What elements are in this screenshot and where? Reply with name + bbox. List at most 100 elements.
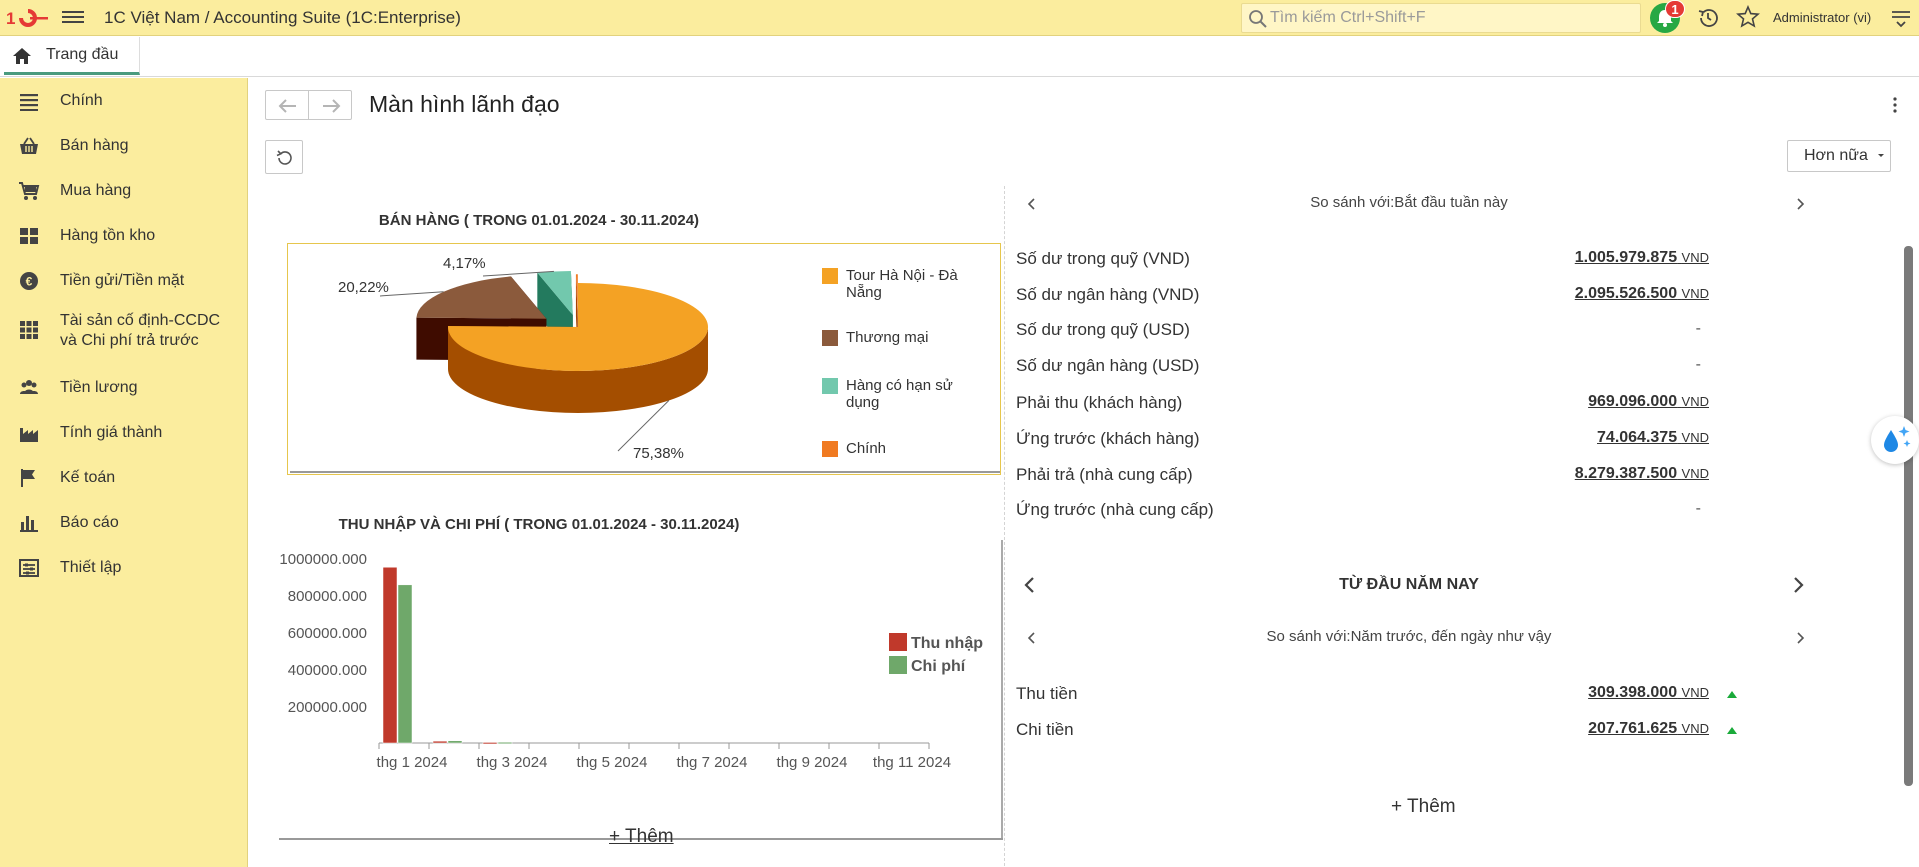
sidebar-item-main[interactable]: Chính	[0, 84, 248, 118]
bar-chart-icon	[20, 516, 38, 532]
history-icon[interactable]	[1696, 6, 1720, 30]
sidebar-item-purchases[interactable]: Mua hàng	[0, 174, 248, 208]
bar-income[interactable]	[432, 740, 448, 744]
settings-menu-icon[interactable]	[1890, 6, 1912, 30]
notification-badge: 1	[1665, 0, 1685, 18]
bar-expense[interactable]	[447, 740, 463, 744]
sales-pie-chart[interactable]: Tour Hà Nội - Đà Nẵng Thương mại Hàng có hạ…	[287, 243, 1001, 475]
y-tick-label: 1000000.000	[279, 551, 367, 568]
tab-strip: Trang đầu	[0, 37, 1919, 77]
sparkle-drop-icon	[1884, 426, 1911, 452]
balance-unit: VND	[1681, 394, 1709, 409]
next-section-chevron-icon[interactable]	[1788, 575, 1808, 595]
bar-expense[interactable]	[497, 742, 513, 745]
y-tick-label: 200000.000	[288, 699, 367, 716]
refresh-button[interactable]	[265, 140, 303, 174]
balance-row: Số dư trong quỹ (VND) 1.005.979.875 VND	[1016, 245, 1809, 273]
more-vertical-icon[interactable]	[1889, 94, 1901, 116]
income-expense-bar-chart[interactable]: 1000000.000 800000.000 600000.000 400000.00…	[279, 538, 1009, 858]
sidebar-item-sales[interactable]: Bán hàng	[0, 129, 248, 163]
prev-compare-chevron-icon[interactable]	[1025, 631, 1039, 645]
arrow-right-icon	[323, 99, 341, 113]
compare-label[interactable]: So sánh với:Bắt đầu tuần này	[1310, 194, 1508, 211]
sidebar-item-payroll[interactable]: Tiền lương	[0, 371, 248, 405]
bar-legend-swatch	[889, 633, 907, 651]
balance-amount: 1.005.979.875	[1574, 249, 1678, 266]
sidebar-item-settings[interactable]: Thiết lập	[0, 551, 248, 585]
balance-row: Ứng trước (nhà cung cấp) -	[1016, 496, 1809, 524]
1c-logo-icon[interactable]: 1	[6, 8, 48, 28]
ytd-amount: 309.398.000	[1588, 684, 1678, 701]
sidebar-item-label: Tính giá thành	[60, 424, 163, 441]
add-widget-left-button[interactable]: + Thêm	[609, 826, 674, 847]
bar-expense[interactable]	[397, 584, 413, 744]
pie-legend-swatch	[822, 268, 838, 284]
balance-row: Phải trả (nhà cung cấp) 8.279.387.500 VN…	[1016, 461, 1809, 489]
pie-legend-item[interactable]: Hàng có hạn sử dụng	[822, 377, 953, 411]
balance-unit: VND	[1681, 286, 1709, 301]
balance-value-link[interactable]: 8.279.387.500 VND	[1575, 465, 1709, 483]
assistant-button[interactable]	[1871, 416, 1919, 464]
balance-unit: VND	[1681, 430, 1709, 445]
sidebar-item-label: Mua hàng	[60, 182, 132, 199]
ytd-value-link[interactable]: 207.761.625 VND	[1588, 720, 1709, 738]
ytd-compare-label[interactable]: So sánh với:Năm trước, đến ngày như vậy	[1266, 628, 1552, 645]
pie-legend-item[interactable]: Chính	[822, 440, 886, 457]
balance-value-link[interactable]: 74.064.375 VND	[1597, 429, 1709, 447]
favorites-star-icon[interactable]	[1736, 5, 1760, 29]
sidebar-item-inventory[interactable]: Hàng tồn kho	[0, 219, 248, 253]
balance-value-link[interactable]: 969.096.000 VND	[1588, 393, 1709, 411]
main-menu-icon[interactable]	[62, 8, 84, 28]
back-button[interactable]	[265, 90, 309, 120]
pie-legend-item[interactable]: Tour Hà Nội - Đà Nẵng	[822, 267, 958, 301]
balance-row: Phải thu (khách hàng) 969.096.000 VND	[1016, 389, 1809, 417]
ytd-value-link[interactable]: 309.398.000 VND	[1588, 684, 1709, 702]
pie-slice-4[interactable]	[575, 274, 578, 319]
x-tick-label: thg 3 2024	[477, 754, 548, 771]
pie-slice-2[interactable]	[416, 276, 547, 319]
balance-value-link[interactable]: 1.005.979.875 VND	[1575, 249, 1709, 267]
tab-home[interactable]: Trang đầu	[4, 37, 140, 75]
x-tick-label: thg 5 2024	[577, 754, 648, 771]
search-box[interactable]	[1241, 3, 1641, 33]
ytd-label: Thu tiền	[1016, 684, 1078, 703]
balance-value-link[interactable]: 2.095.526.500 VND	[1575, 285, 1709, 303]
scrollbar-thumb[interactable]	[1904, 246, 1913, 786]
people-icon	[20, 380, 38, 394]
sidebar-item-label: Kế toán	[60, 469, 116, 486]
next-period-chevron-icon[interactable]	[1793, 197, 1807, 211]
prev-period-chevron-icon[interactable]	[1025, 197, 1039, 211]
sidebar-item-label: Hàng tồn kho	[60, 227, 156, 244]
warehouse-icon	[20, 228, 38, 244]
pie-slice-3[interactable]	[537, 270, 573, 315]
prev-section-chevron-icon[interactable]	[1020, 575, 1040, 595]
next-compare-chevron-icon[interactable]	[1793, 631, 1807, 645]
bar-income[interactable]	[382, 567, 398, 744]
user-menu[interactable]: Administrator (vi)	[1773, 10, 1872, 25]
search-input[interactable]	[1270, 6, 1630, 30]
balance-empty-value: -	[1695, 320, 1701, 337]
bar-legend-label: Chi phí	[911, 658, 966, 675]
sidebar-item-reports[interactable]: Báo cáo	[0, 506, 248, 540]
add-widget-right-button[interactable]: + Thêm	[1391, 796, 1456, 817]
balance-label: Phải trả (nhà cung cấp)	[1016, 465, 1193, 484]
pie-legend-label: Chính	[846, 440, 886, 457]
pie-legend-item[interactable]: Thương mại	[822, 329, 928, 346]
bar-legend-item[interactable]: Thu nhập	[889, 633, 983, 652]
more-button[interactable]: Hơn nữa	[1787, 140, 1891, 172]
factory-icon	[20, 428, 38, 442]
sidebar-item-accounting[interactable]: Kế toán	[0, 461, 248, 495]
sidebar-item-costing[interactable]: Tính giá thành	[0, 416, 248, 450]
pie-slice-1[interactable]	[448, 283, 708, 371]
bar-chart-baseline	[279, 838, 1003, 840]
bar-legend-item[interactable]: Chi phí	[889, 656, 966, 675]
forward-button[interactable]	[308, 90, 352, 120]
balance-row: Ứng trước (khách hàng) 74.064.375 VND	[1016, 425, 1809, 453]
x-tick-label: thg 11 2024	[873, 754, 951, 771]
balance-row: Số dư ngân hàng (VND) 2.095.526.500 VND	[1016, 281, 1809, 309]
sidebar-item-cash[interactable]: € Tiền gửi/Tiền mặt	[0, 264, 248, 298]
balance-label: Ứng trước (khách hàng)	[1016, 429, 1200, 448]
sidebar-item-fixed-assets[interactable]: Tài sản cố định-CCDC và Chi phí trả trướ…	[0, 309, 248, 353]
bar-income[interactable]	[482, 742, 498, 745]
cart-icon	[19, 182, 40, 200]
